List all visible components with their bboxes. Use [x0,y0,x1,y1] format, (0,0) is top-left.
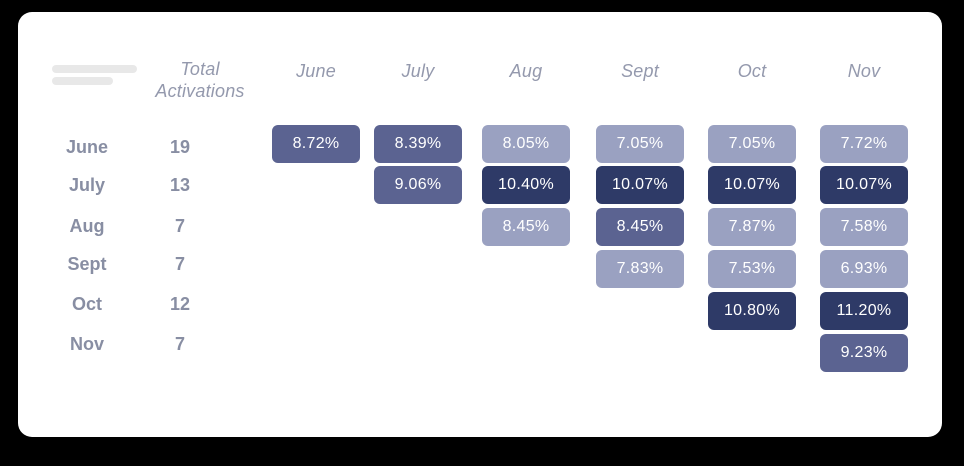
heatmap-cell-oct-oct[interactable]: 10.80% [708,292,796,330]
heatmap-cell-july-sept[interactable]: 10.07% [596,166,684,204]
heatmap-cell-june-oct[interactable]: 7.05% [708,125,796,163]
row-total-june: 19 [169,137,191,157]
column-header-aug: Aug [509,61,543,81]
row-total-july: 13 [169,175,191,195]
heatmap-cell-june-june[interactable]: 8.72% [272,125,360,163]
row-label-nov: Nov [69,334,104,354]
column-header-total-activations: Total Activations [155,59,245,101]
heatmap-cell-aug-aug[interactable]: 8.45% [482,208,570,246]
column-header-sept: Sept [621,61,659,81]
heatmap-cell-july-oct[interactable]: 10.07% [708,166,796,204]
skeleton-placeholder-icon [52,65,142,87]
heatmap-cell-june-july[interactable]: 8.39% [374,125,462,163]
row-label-aug: Aug [69,216,105,236]
column-header-july: July [401,61,435,81]
column-header-oct: Oct [737,61,767,81]
heatmap-cell-june-aug[interactable]: 8.05% [482,125,570,163]
heatmap-cell-aug-nov[interactable]: 7.58% [820,208,908,246]
heatmap-cell-oct-nov[interactable]: 11.20% [820,292,908,330]
heatmap-cell-sept-sept[interactable]: 7.83% [596,250,684,288]
skeleton-bar [52,65,137,73]
column-header-nov: Nov [847,61,881,81]
heatmap-cell-june-sept[interactable]: 7.05% [596,125,684,163]
retention-heatmap-card: Total Activations June July Aug Sept Oct… [18,12,942,437]
heatmap-cell-june-nov[interactable]: 7.72% [820,125,908,163]
row-label-july: July [68,175,106,195]
column-header-june: June [296,61,336,81]
heatmap-cell-nov-nov[interactable]: 9.23% [820,334,908,372]
row-label-sept: Sept [67,254,107,274]
row-total-sept: 7 [174,254,185,274]
row-total-oct: 12 [169,294,191,314]
row-label-june: June [65,137,108,157]
row-total-aug: 7 [174,216,185,236]
heatmap-cell-july-aug[interactable]: 10.40% [482,166,570,204]
heatmap-cell-july-nov[interactable]: 10.07% [820,166,908,204]
heatmap-cell-july-july[interactable]: 9.06% [374,166,462,204]
row-total-nov: 7 [174,334,185,354]
heatmap-cell-aug-sept[interactable]: 8.45% [596,208,684,246]
heatmap-cell-sept-oct[interactable]: 7.53% [708,250,796,288]
heatmap-cell-sept-nov[interactable]: 6.93% [820,250,908,288]
row-label-oct: Oct [71,294,102,314]
heatmap-cell-aug-oct[interactable]: 7.87% [708,208,796,246]
skeleton-bar [52,77,113,85]
